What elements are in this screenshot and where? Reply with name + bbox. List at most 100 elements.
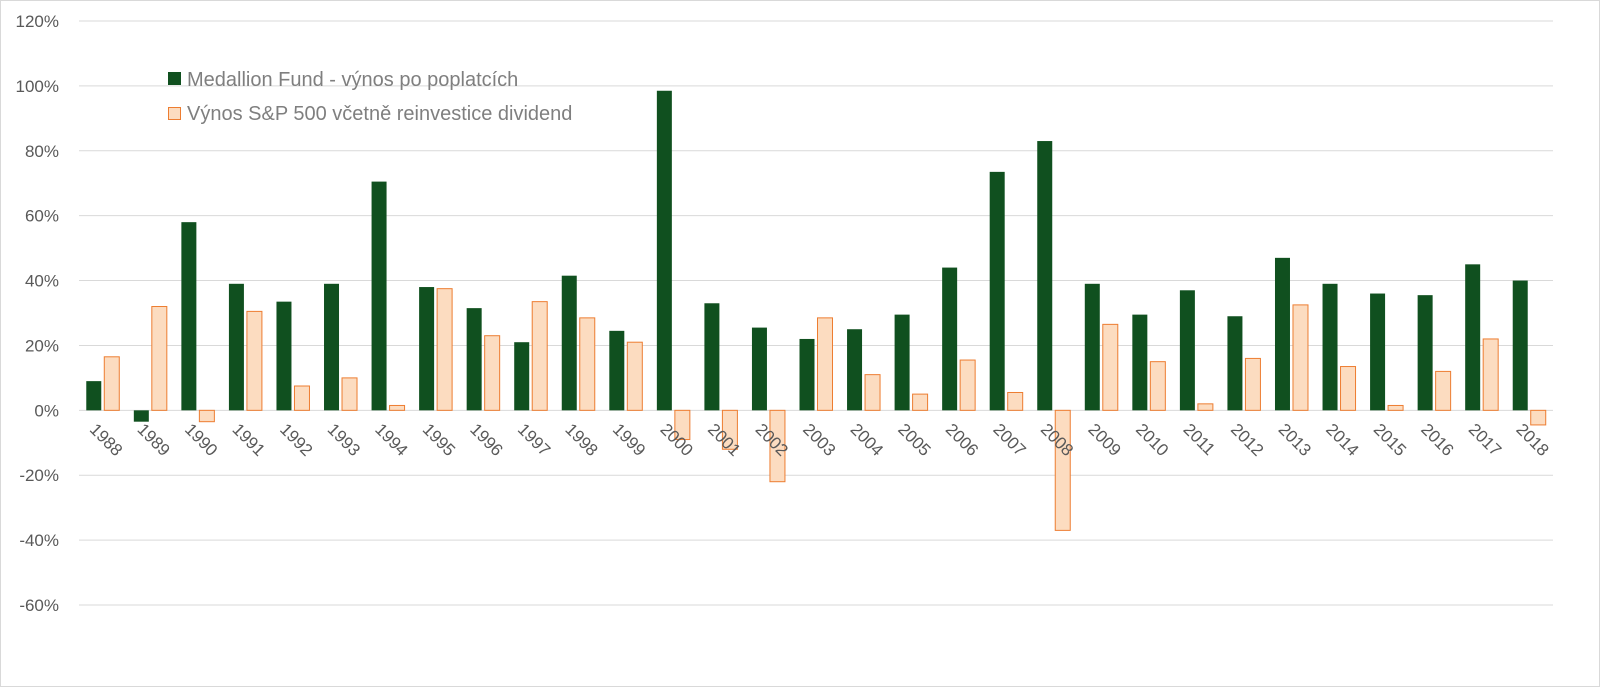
y-tick-label: 120% [16, 12, 59, 31]
x-tick-label-1990: 1990 [181, 420, 221, 460]
bar-medallion-2002 [751, 327, 767, 411]
x-tick-label-1991: 1991 [229, 420, 269, 460]
bar-medallion-2010 [1132, 314, 1148, 411]
bar-medallion-2014 [1322, 283, 1338, 411]
bar-medallion-2016 [1417, 295, 1433, 411]
x-tick-label-2007: 2007 [989, 420, 1029, 460]
bar-sp500-2011 [1197, 403, 1214, 411]
x-tick-label-2009: 2009 [1084, 420, 1124, 460]
bar-sp500-1994 [389, 404, 406, 411]
bar-medallion-2011 [1179, 290, 1195, 411]
bar-sp500-1999 [626, 341, 643, 411]
y-tick-label: 0% [34, 401, 59, 420]
bar-medallion-1988 [86, 381, 102, 411]
bar-medallion-1992 [276, 301, 292, 411]
legend-swatch-sp500-icon [168, 107, 181, 120]
y-tick-label: -40% [19, 531, 59, 550]
bar-medallion-1998 [561, 275, 577, 411]
bar-sp500-2017 [1482, 338, 1499, 411]
x-tick-label-1998: 1998 [561, 420, 601, 460]
bar-medallion-2007 [989, 171, 1005, 411]
bar-sp500-2003 [817, 317, 833, 411]
x-tick-label-2003: 2003 [799, 420, 839, 460]
bar-medallion-2004 [847, 329, 863, 411]
bar-sp500-2008 [1054, 409, 1071, 531]
bar-sp500-2009 [1102, 323, 1119, 411]
x-tick-label-2015: 2015 [1370, 420, 1410, 460]
bar-medallion-1994 [371, 181, 387, 411]
x-tick-label-1996: 1996 [466, 420, 506, 460]
x-tick-label-2017: 2017 [1465, 420, 1505, 460]
legend-label-sp500: Výnos S&P 500 včetně reinvestice dividen… [187, 103, 572, 125]
bar-medallion-1991 [228, 283, 244, 411]
y-axis-ticks: -60% -40% -20% 0% 20% 40% 60% 80% 100% 120% [16, 12, 59, 615]
x-tick-label-2018: 2018 [1512, 420, 1552, 460]
x-tick-label-2001: 2001 [704, 420, 744, 460]
bar-medallion-2001 [704, 303, 720, 411]
bar-medallion-2000 [656, 90, 672, 411]
bar-sp500-1997 [531, 301, 548, 411]
bar-sp500-1991 [246, 310, 263, 411]
bar-medallion-1993 [324, 283, 340, 411]
x-tick-label-2010: 2010 [1132, 420, 1172, 460]
bar-sp500-1993 [341, 377, 358, 411]
y-tick-label: -20% [19, 466, 59, 485]
bar-sp500-2006 [959, 359, 976, 411]
x-tick-label-1999: 1999 [609, 420, 649, 460]
bars [86, 90, 1547, 531]
bar-sp500-2007 [1007, 391, 1024, 411]
gridlines [79, 20, 1553, 606]
bar-medallion-1999 [609, 330, 625, 411]
x-tick-label-2000: 2000 [657, 420, 697, 460]
bar-medallion-2005 [894, 314, 910, 411]
x-tick-label-1988: 1988 [86, 420, 126, 460]
bar-sp500-2001 [721, 409, 738, 450]
x-tick-label-2004: 2004 [847, 420, 887, 460]
bar-sp500-2004 [864, 374, 881, 411]
x-tick-label-2012: 2012 [1227, 420, 1267, 460]
bar-medallion-1997 [514, 342, 530, 411]
x-tick-label-1994: 1994 [371, 420, 411, 460]
bar-medallion-2015 [1370, 293, 1386, 411]
bar-sp500-1989 [151, 306, 168, 411]
x-tick-label-2013: 2013 [1275, 420, 1315, 460]
x-tick-label-1993: 1993 [324, 420, 364, 460]
bar-medallion-1990 [181, 222, 197, 411]
bar-sp500-2000 [674, 409, 691, 441]
bar-sp500-1995 [436, 288, 453, 411]
bar-sp500-2005 [912, 393, 929, 411]
x-tick-label-2006: 2006 [942, 420, 982, 460]
bar-medallion-2003 [799, 338, 815, 411]
bar-sp500-1996 [484, 335, 501, 411]
bar-sp500-2012 [1244, 357, 1261, 411]
bar-sp500-2013 [1292, 304, 1309, 411]
bar-sp500-2014 [1340, 366, 1357, 411]
legend: Medallion Fund - výnos po poplatcích Výn… [168, 69, 572, 125]
bar-medallion-2008 [1037, 141, 1053, 411]
y-tick-label: 60% [25, 207, 59, 226]
x-axis-ticks: 1988 1989 1990 1991 1992 1993 1994 1995 1996 1997… [86, 420, 1553, 460]
bar-sp500-1988 [103, 356, 120, 411]
bar-sp500-2015 [1387, 404, 1404, 411]
x-tick-label-1995: 1995 [419, 420, 459, 460]
x-tick-label-1997: 1997 [514, 420, 554, 460]
y-tick-label: 20% [25, 336, 59, 355]
x-tick-label-1992: 1992 [276, 420, 316, 460]
y-tick-label: -60% [19, 596, 59, 615]
bar-sp500-1998 [579, 317, 596, 411]
bar-sp500-1992 [293, 385, 310, 411]
y-tick-label: 40% [25, 272, 59, 291]
x-tick-label-2014: 2014 [1322, 420, 1362, 460]
legend-label-medallion: Medallion Fund - výnos po poplatcích [187, 69, 518, 91]
bar-medallion-2006 [942, 267, 958, 411]
bar-medallion-2009 [1084, 283, 1100, 411]
bar-sp500-2002 [769, 409, 786, 483]
bar-medallion-1989 [133, 410, 149, 422]
bar-medallion-2018 [1512, 280, 1528, 411]
x-tick-label-2005: 2005 [894, 420, 934, 460]
x-tick-label-1989: 1989 [133, 420, 173, 460]
x-tick-label-2016: 2016 [1417, 420, 1457, 460]
bar-sp500-2018 [1530, 409, 1547, 426]
